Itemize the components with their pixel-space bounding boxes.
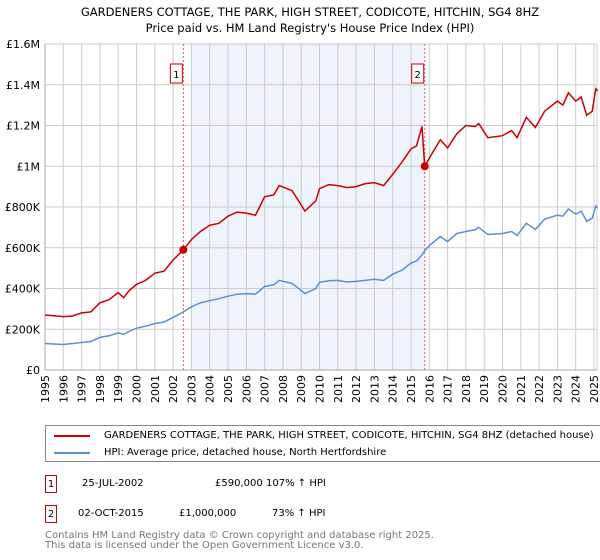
transaction-hpi: 73% ↑ HPI <box>272 508 326 519</box>
x-tick-label: 2023 <box>551 375 564 403</box>
y-tick-label: £400K <box>5 283 41 296</box>
transaction-hpi: 107% ↑ HPI <box>266 478 326 489</box>
x-tick-label: 1999 <box>112 375 125 403</box>
transaction-price: £1,000,000 <box>179 508 237 519</box>
x-tick-label: 2005 <box>222 375 235 403</box>
annotation-box <box>169 63 183 84</box>
x-tick-label: 2000 <box>131 375 144 403</box>
x-tick-label: 2022 <box>533 375 546 403</box>
x-tick-label: 1997 <box>76 375 89 403</box>
x-tick-label: 2010 <box>314 375 327 403</box>
x-tick-label: 2003 <box>185 375 198 403</box>
x-tick-label: 2014 <box>387 375 400 403</box>
x-tick-label: 2009 <box>295 375 308 403</box>
y-tick-label: £1.4M <box>6 79 40 92</box>
x-tick-label: 2015 <box>405 375 418 403</box>
x-tick-label: 1996 <box>57 375 70 403</box>
transaction-badge: 2 <box>45 505 57 523</box>
x-tick-label: 2020 <box>497 375 510 403</box>
y-tick-label: £1M <box>17 160 41 173</box>
footer-line-2: This data is licensed under the Open Gov… <box>45 540 364 551</box>
transaction-badge: 1 <box>45 475 57 493</box>
y-tick-label: £200K <box>5 323 41 336</box>
x-tick-label: 2021 <box>515 375 528 403</box>
series-line <box>44 87 599 318</box>
footer-line-1: Contains HM Land Registry data © Crown c… <box>45 530 434 541</box>
x-tick-label: 2016 <box>423 375 436 403</box>
legend: GARDENERS COTTAGE, THE PARK, HIGH STREET… <box>45 425 600 462</box>
chart-subtitle: Price paid vs. HM Land Registry's House … <box>146 21 475 35</box>
transaction-date: 02-OCT-2015 <box>78 508 144 519</box>
y-tick-label: £1.2M <box>6 120 40 133</box>
sale-point <box>179 245 188 254</box>
annotation-label: 2 <box>415 70 421 81</box>
x-tick-label: 2025 <box>588 375 600 403</box>
x-tick-label: 1995 <box>39 375 52 403</box>
legend-label-hpi: HPI: Average price, detached house, Nort… <box>104 447 387 458</box>
y-tick-label: £0 <box>26 364 40 377</box>
transaction-row: 1 25-JUL-2002 £590,000 107% ↑ HPI <box>45 475 445 495</box>
x-tick-label: 2024 <box>570 375 583 403</box>
blue-line-swatch <box>54 451 90 454</box>
x-tick-label: 2018 <box>460 375 473 403</box>
chart-title: GARDENERS COTTAGE, THE PARK, HIGH STREET… <box>81 5 539 19</box>
annotation-label: 1 <box>173 70 179 81</box>
x-tick-label: 2017 <box>442 375 455 403</box>
y-tick-label: £800K <box>5 201 41 214</box>
x-tick-label: 2011 <box>332 375 345 403</box>
sale-point <box>420 162 429 171</box>
y-tick-label: £1.6M <box>6 38 40 51</box>
price-chart: GARDENERS COTTAGE, THE PARK, HIGH STREET… <box>5 5 600 403</box>
transaction-date: 25-JUL-2002 <box>82 478 144 489</box>
transaction-price: £590,000 <box>215 478 263 489</box>
x-tick-label: 2006 <box>240 375 253 403</box>
x-tick-label: 2019 <box>478 375 491 403</box>
x-tick-label: 1998 <box>94 375 107 403</box>
x-tick-label: 2004 <box>204 375 217 403</box>
x-tick-label: 2013 <box>368 375 381 403</box>
legend-item-hpi: HPI: Average price, detached house, Nort… <box>54 447 386 458</box>
x-tick-label: 2008 <box>277 375 290 403</box>
x-tick-label: 2002 <box>167 375 180 403</box>
x-tick-label: 2007 <box>259 375 272 403</box>
legend-label-property: GARDENERS COTTAGE, THE PARK, HIGH STREET… <box>104 430 594 441</box>
annotation-box <box>411 63 425 84</box>
transaction-row: 2 02-OCT-2015 £1,000,000 73% ↑ HPI <box>45 505 445 525</box>
red-line-swatch <box>54 434 90 437</box>
x-tick-label: 2012 <box>350 375 363 403</box>
footer: Contains HM Land Registry data © Crown c… <box>45 531 434 551</box>
x-tick-label: 2001 <box>149 375 162 403</box>
y-tick-label: £600K <box>5 242 41 255</box>
series-line <box>44 204 599 346</box>
legend-item-property: GARDENERS COTTAGE, THE PARK, HIGH STREET… <box>54 430 594 441</box>
